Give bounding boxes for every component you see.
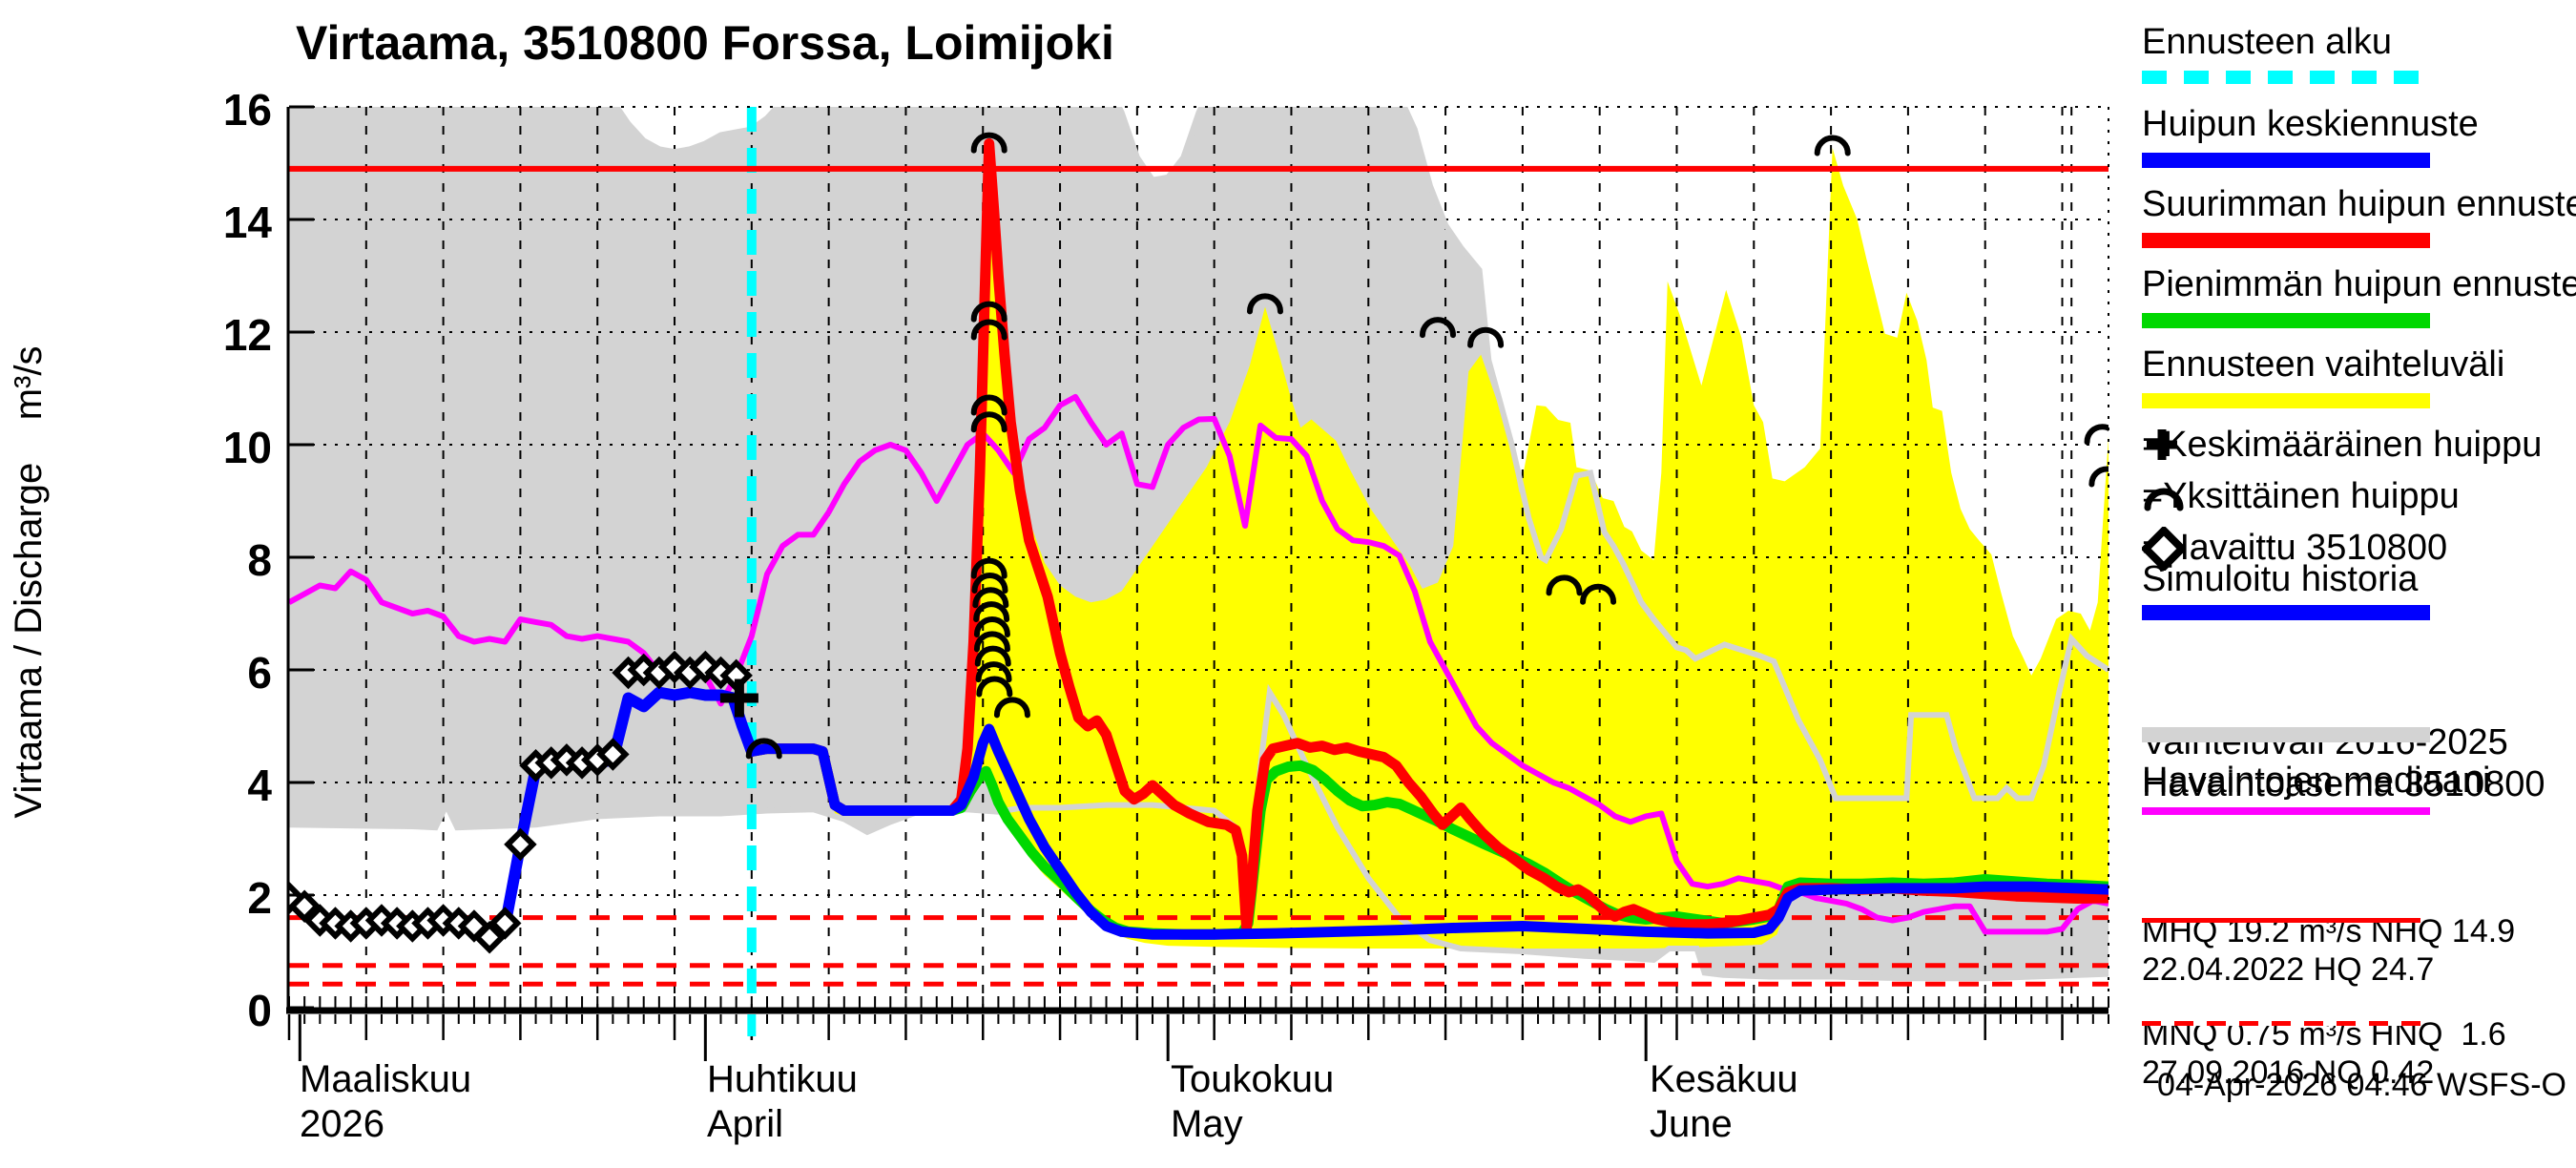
x-label-march: Maaliskuu 2026 [300,1058,472,1145]
x-label-june: Kesäkuu June [1650,1058,1798,1145]
legend-min-peak-label: Pienimmän huipun ennuste [2142,264,2576,304]
max-peak-sample [2142,233,2430,248]
legend-median-label: Havaintojen mediaani [2142,761,2491,801]
diamond-icon [2142,527,2186,571]
legend-observed-row: =Havaittu 3510800 [2142,527,2447,571]
x-label-may: Toukokuu May [1171,1058,1335,1145]
legend-forecast-band-label: Ennusteen vaihteluväli [2142,344,2505,385]
legend-max-peak-label: Suurimman huipun ennuste [2142,184,2576,224]
legend-average-peak-label: =Keskimääräinen huippu [2142,425,2543,465]
forecast-band-sample [2142,393,2430,408]
legend-simulated-history-label: Simuloitu historia [2142,559,2419,599]
timestamp: 04-Apr-2026 04:46 WSFS-O [2157,1067,2566,1103]
y-axis-label-wrap: Virtaama / Discharge m³/s [8,153,65,1012]
y-tick-12: 12 [222,310,272,360]
legend-mean-forecast-label: Huipun keskiennuste [2142,104,2479,144]
high-flow-underline [2142,918,2420,923]
low-flow-underline [2142,1021,2420,1026]
y-tick-6: 6 [247,648,272,698]
y-tick-8: 8 [247,535,272,585]
arc-icon [2144,488,2184,511]
y-tick-10: 10 [222,423,272,472]
low-flow-stats: MNQ 0.75 m³/s HNQ 1.6 27.09.2016 NQ 0.42 [2142,1016,2506,1091]
y-axis-label: Virtaama / Discharge m³/s [8,345,50,819]
y-tick-16: 16 [222,85,272,135]
forecast-band [751,146,2109,949]
individual-peak-markers [745,132,2109,760]
max-peak-line [746,137,2109,933]
legend-ennusteen-alku-label: Ennusteen alku [2142,22,2392,62]
legend-observed-range-label: Vaihteluväli 2016-2025 Havaintoasema 3510… [2142,722,2545,804]
legend-average-peak-row: =Keskimääräinen huippu [2142,424,2542,466]
legend-individual-peak-row: =Yksittäinen huippu [2142,475,2460,517]
x-label-april: Huhtikuu April [707,1058,858,1145]
plot-area [289,107,2109,1008]
y-tick-0: 0 [247,986,272,1035]
x-axis-ticks [287,996,2109,1061]
mean-forecast-line [746,723,2109,940]
grid [289,107,2109,1008]
y-tick-2: 2 [247,873,272,923]
plus-icon [2147,429,2177,460]
reference-lines [289,165,2109,987]
y-tick-14: 14 [222,198,272,247]
legend-individual-peak-label: =Yksittäinen huippu [2142,476,2460,516]
chart-title: Virtaama, 3510800 Forssa, Loimijoki [296,16,1114,70]
forecast-start-sample [2142,71,2430,84]
average-peak-marker [719,678,758,718]
min-peak-sample [2142,313,2430,328]
mean-forecast-sample [2142,153,2430,168]
y-tick-4: 4 [247,761,272,810]
median-sample [2142,807,2430,815]
y-axis-ticks [289,105,314,1010]
simulated-history-sample [2142,605,2430,620]
observed-diamonds [289,650,753,954]
observed-range-sample [2142,727,2430,742]
